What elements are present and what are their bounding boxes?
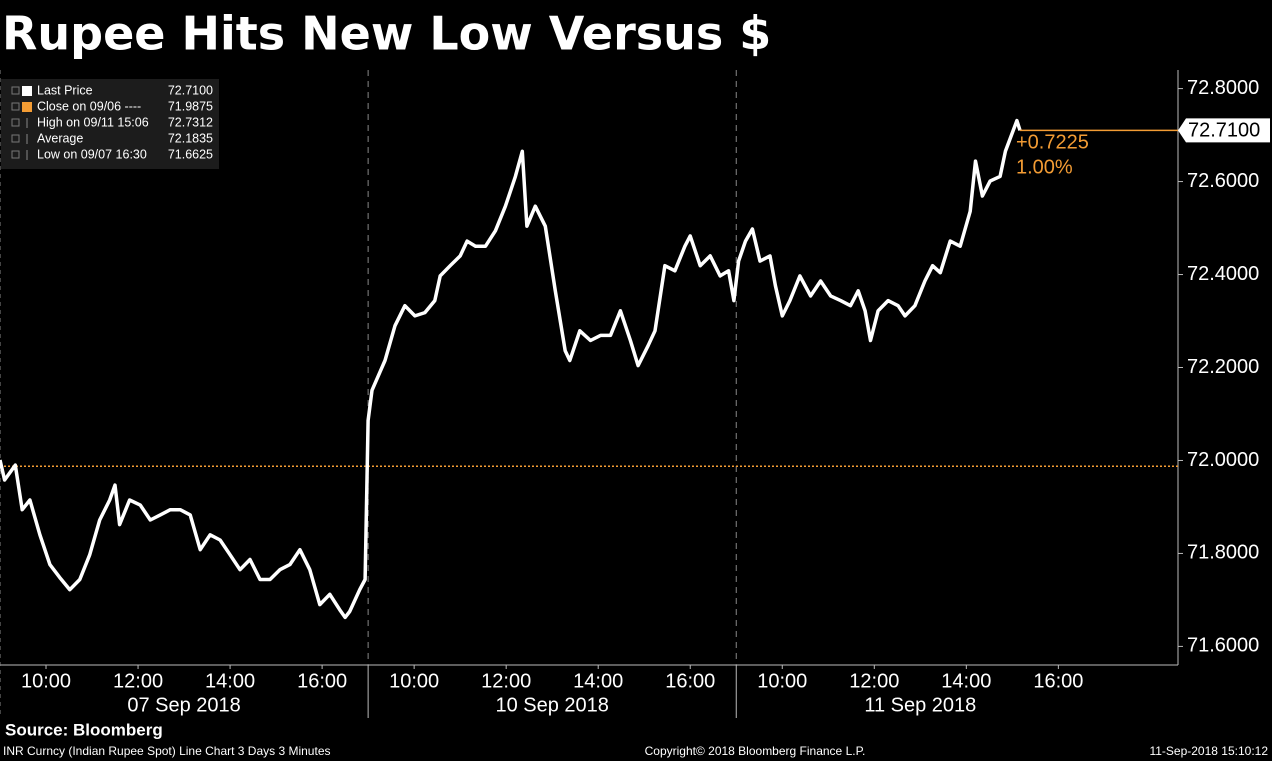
y-tick-label: 72.2000 — [1187, 356, 1259, 378]
x-tick-label: 12:00 — [849, 670, 899, 692]
x-tick-label: 16:00 — [297, 670, 347, 692]
legend-value: 72.1835 — [168, 131, 213, 145]
legend-label: Close on 09/06 ---- — [37, 99, 141, 113]
session-label: 11 Sep 2018 — [864, 694, 976, 716]
x-tick-label: 10:00 — [757, 670, 807, 692]
y-tick-label: 71.6000 — [1187, 635, 1259, 657]
last-price-box — [1178, 118, 1270, 143]
x-tick-label: 16:00 — [1033, 670, 1083, 692]
legend-toggle — [11, 118, 20, 127]
legend-toggle — [11, 134, 20, 143]
price-line — [0, 118, 1022, 620]
x-tick-label: 10:00 — [389, 670, 439, 692]
x-tick-label: 14:00 — [205, 670, 255, 692]
x-tick-label: 10:00 — [21, 670, 71, 692]
x-tick-label: 14:00 — [941, 670, 991, 692]
y-tick-label: 72.6000 — [1187, 170, 1259, 192]
y-tick-label: 72.0000 — [1187, 449, 1259, 471]
y-tick-label: 72.4000 — [1187, 263, 1259, 285]
x-tick-label: 12:00 — [113, 670, 163, 692]
legend-swatch — [22, 86, 32, 96]
legend-toggle — [11, 150, 20, 159]
legend-label: High on 09/11 15:06 — [37, 115, 149, 129]
legend-label: Low on 09/07 16:30 — [37, 147, 147, 161]
x-tick-label: 16:00 — [665, 670, 715, 692]
legend-label: Last Price — [37, 83, 93, 97]
y-tick-label: 72.8000 — [1187, 77, 1259, 99]
y-tick-label: 71.8000 — [1187, 542, 1259, 564]
source: Source: Bloomberg — [5, 720, 163, 739]
legend-background — [1, 79, 219, 169]
legend-value: 71.9875 — [168, 99, 213, 113]
legend-toggle — [11, 86, 20, 95]
change-pct-label: 1.00% — [1016, 157, 1073, 179]
last-price-label: 72.7100 — [1188, 120, 1260, 142]
session-label: 07 Sep 2018 — [127, 694, 240, 716]
legend-value: 72.7312 — [168, 115, 213, 129]
copyright: Copyright© 2018 Bloomberg Finance L.P. — [645, 744, 866, 758]
legend-label: Average — [37, 131, 83, 145]
timestamp: 11-Sep-2018 15:10:12 — [1149, 744, 1268, 758]
legend-toggle — [11, 102, 20, 111]
x-tick-label: 12:00 — [481, 670, 531, 692]
legend-swatch — [22, 102, 32, 112]
legend-value: 71.6625 — [168, 147, 213, 161]
change-label: +0.7225 — [1016, 132, 1089, 154]
legend: Last Price 72.7100 Close on 09/06 ---- 71.9… — [1, 79, 219, 169]
session-label: 10 Sep 2018 — [495, 694, 608, 716]
chart-title: Rupee Hits New Low Versus $ — [2, 7, 771, 61]
description: INR Curncy (Indian Rupee Spot) Line Char… — [3, 744, 331, 758]
x-tick-label: 14:00 — [573, 670, 623, 692]
legend-value: 72.7100 — [168, 83, 213, 97]
